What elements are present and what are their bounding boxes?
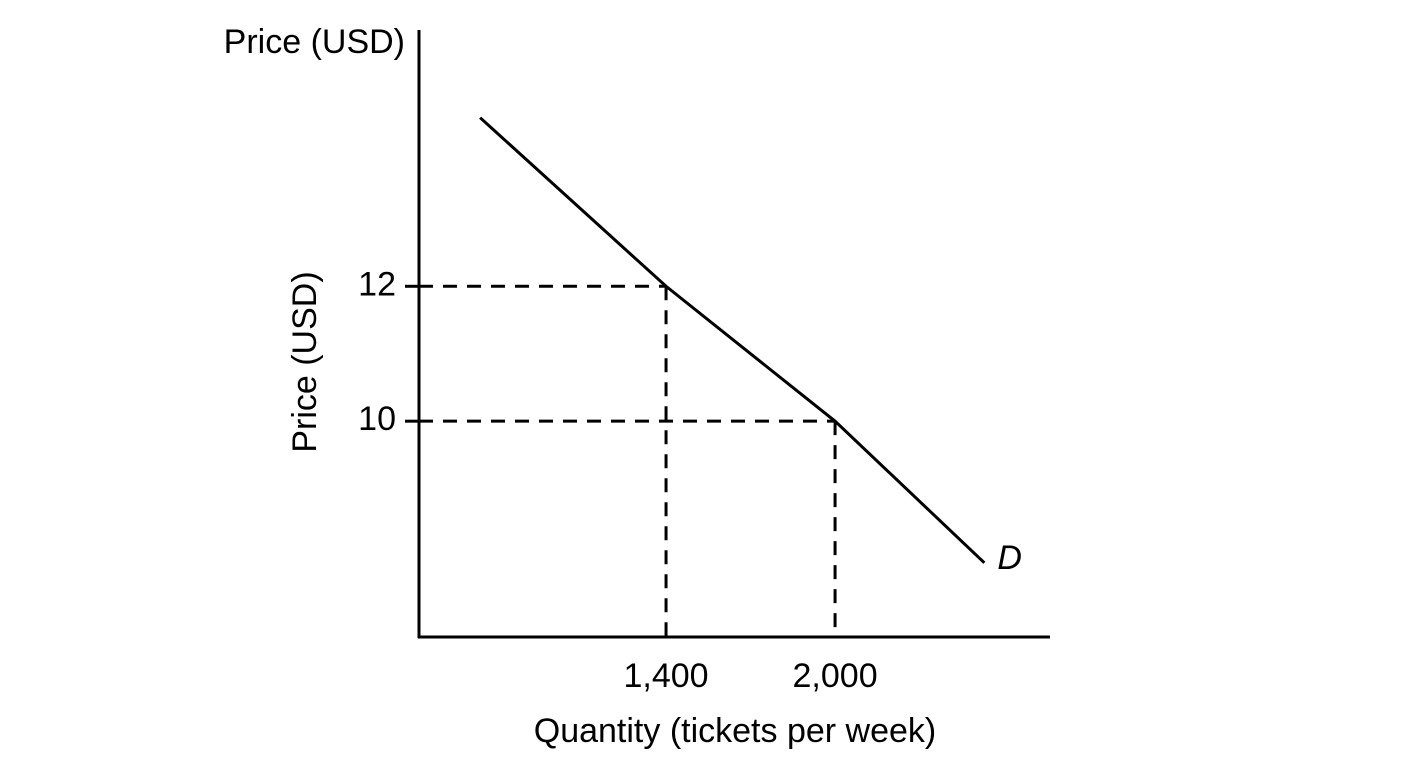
y-axis-title: Price (USD) [224,23,405,61]
x-tick-label: 2,000 [793,657,878,695]
series-label: D [997,539,1022,577]
y-tick-label: 12 [358,265,396,303]
y-axis-label: Price (USD) [286,271,324,452]
x-tick-label: 1,400 [624,657,709,695]
y-tick-label: 10 [358,400,396,438]
x-axis-label: Quantity (tickets per week) [534,712,936,750]
demand-line [479,116,986,564]
